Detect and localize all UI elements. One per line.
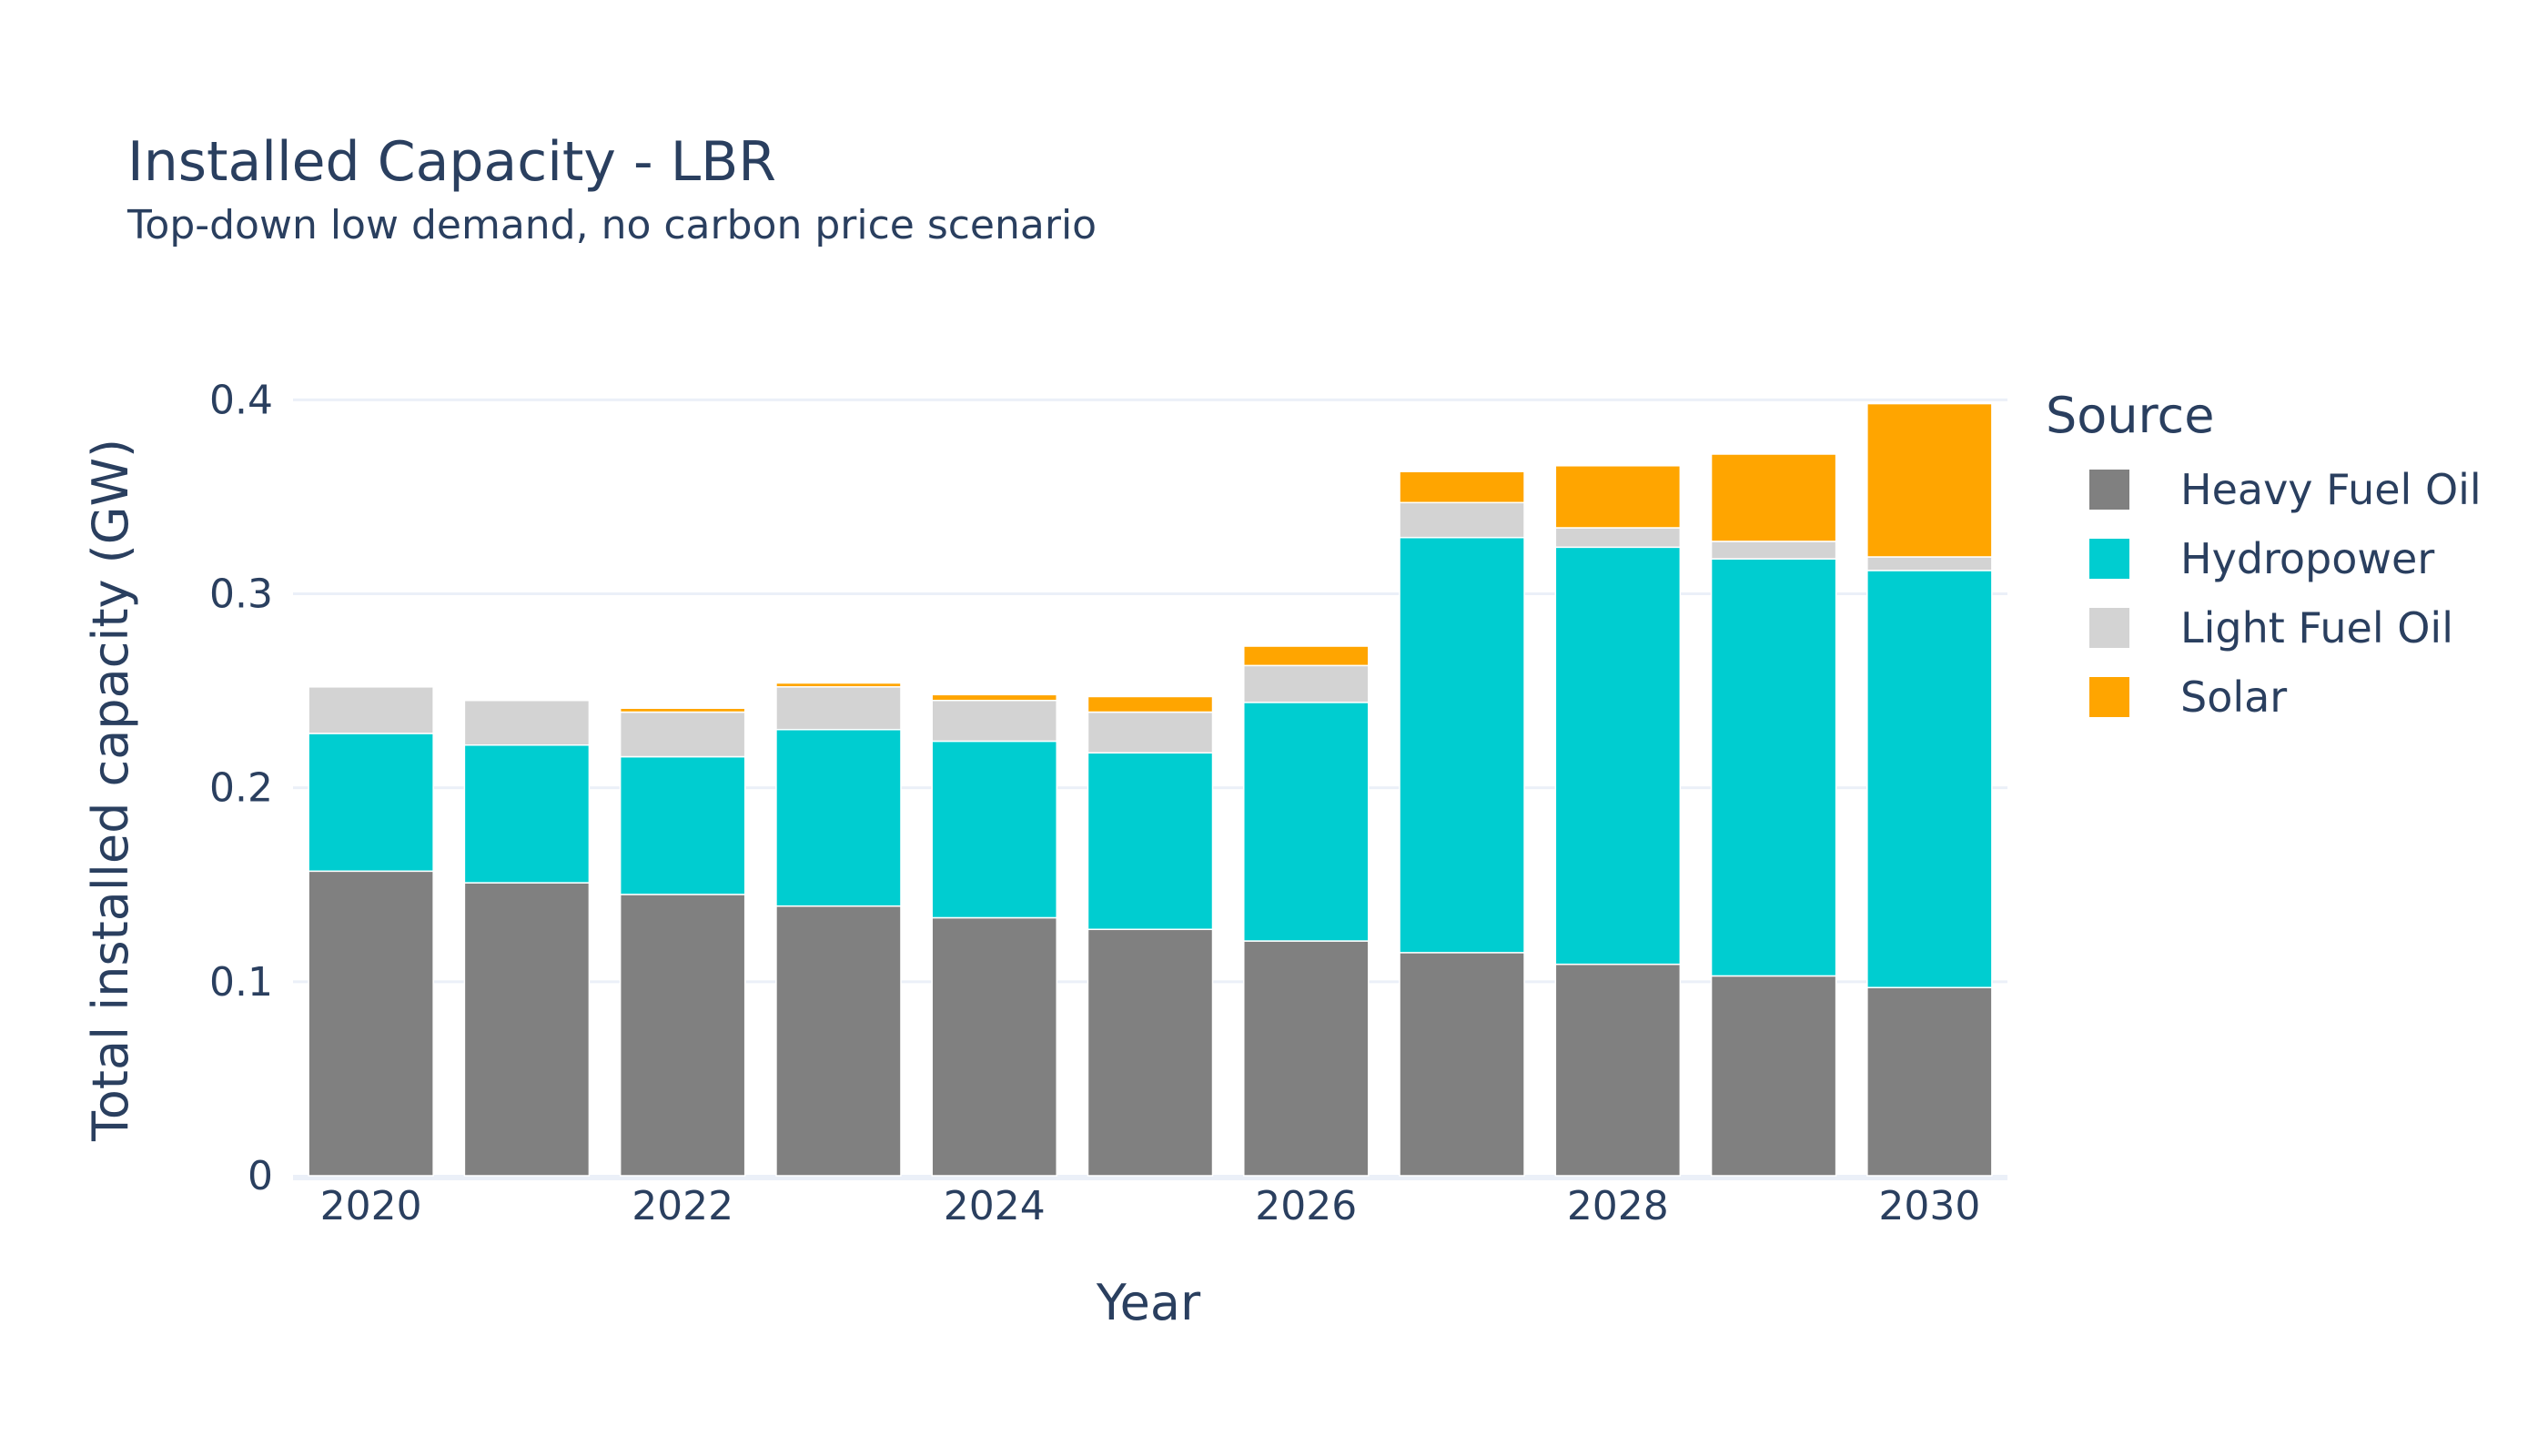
bar-segment-heavy-fuel-oil-2022: [619, 894, 746, 1177]
legend-swatch: [2089, 470, 2129, 510]
y-axis-ticks: 0 0.1 0.2 0.3 0.4: [209, 377, 273, 1199]
bar-segment-solar-2024: [931, 693, 1057, 702]
bar-segment-heavy-fuel-oil-2024: [931, 916, 1057, 1177]
bar-segment-heavy-fuel-oil-2020: [308, 870, 434, 1177]
bar-segment-solar-2025: [1087, 695, 1214, 713]
bar-segment-light-fuel-oil-2030: [1866, 556, 1993, 571]
chart-subtitle: Top-down low demand, no carbon price sce…: [126, 202, 1097, 248]
y-tick-label: 0.4: [209, 377, 273, 423]
bar-segment-light-fuel-oil-2026: [1243, 664, 1370, 703]
bar-segment-light-fuel-oil-2021: [463, 699, 591, 746]
y-tick-label: 0.1: [209, 959, 273, 1006]
bar-segment-light-fuel-oil-2029: [1710, 541, 1837, 560]
y-tick-label: 0.2: [209, 765, 273, 812]
bar-segment-solar-2027: [1399, 470, 1525, 504]
bar-segment-hydropower-2023: [775, 728, 902, 907]
x-tick-label: 2024: [944, 1183, 1046, 1229]
bar-segment-heavy-fuel-oil-2025: [1087, 928, 1214, 1177]
legend-title: Source: [2046, 387, 2214, 444]
bar-segment-hydropower-2030: [1866, 570, 1993, 988]
legend-swatch: [2089, 539, 2129, 579]
x-tick-label: 2022: [632, 1183, 733, 1229]
bar-segment-heavy-fuel-oil-2030: [1866, 986, 1993, 1177]
y-tick-label: 0: [248, 1153, 273, 1199]
legend: Source Heavy Fuel Oil Hydropower Light Fue…: [2046, 387, 2482, 722]
bar-segment-heavy-fuel-oil-2028: [1554, 963, 1682, 1177]
bar-segment-heavy-fuel-oil-2029: [1710, 975, 1837, 1177]
bar-segment-solar-2026: [1243, 645, 1370, 667]
bar-segment-heavy-fuel-oil-2027: [1399, 952, 1525, 1177]
bar-segment-light-fuel-oil-2024: [931, 699, 1057, 743]
y-tick-label: 0.3: [209, 571, 273, 617]
bar-segment-hydropower-2021: [463, 744, 591, 884]
bar-segment-hydropower-2020: [308, 733, 434, 873]
bar-segment-hydropower-2025: [1087, 752, 1214, 931]
bar-segment-solar-2022: [619, 707, 746, 713]
bars: [308, 402, 1993, 1177]
x-tick-label: 2020: [320, 1183, 422, 1229]
x-axis-ticks: 2020 2022 2024 2026 2028 2030: [320, 1183, 1981, 1229]
legend-label: Heavy Fuel Oil: [2180, 465, 2482, 514]
legend-label: Solar: [2180, 672, 2287, 722]
legend-swatch: [2089, 608, 2129, 648]
bar-segment-heavy-fuel-oil-2023: [775, 905, 902, 1177]
bar-segment-solar-2023: [775, 682, 902, 688]
bar-segment-solar-2030: [1866, 402, 1993, 558]
bar-segment-heavy-fuel-oil-2021: [463, 882, 591, 1177]
legend-swatch: [2089, 677, 2129, 717]
bar-segment-hydropower-2029: [1710, 558, 1837, 977]
bar-segment-hydropower-2024: [931, 740, 1057, 919]
bar-segment-solar-2029: [1710, 453, 1837, 542]
bar-segment-hydropower-2026: [1243, 702, 1370, 942]
bar-segment-hydropower-2027: [1399, 536, 1525, 954]
bar-segment-light-fuel-oil-2028: [1554, 527, 1682, 549]
legend-label: Light Fuel Oil: [2180, 603, 2453, 652]
x-tick-label: 2026: [1255, 1183, 1357, 1229]
x-axis-title: Year: [1096, 1274, 1201, 1331]
bar-segment-hydropower-2022: [619, 755, 746, 895]
x-tick-label: 2028: [1567, 1183, 1669, 1229]
bar-segment-heavy-fuel-oil-2026: [1243, 940, 1370, 1177]
chart-title: Installed Capacity - LBR: [127, 130, 776, 194]
bar-segment-light-fuel-oil-2025: [1087, 711, 1214, 754]
y-axis-title: Total installed capacity (GW): [82, 439, 139, 1142]
legend-label: Hydropower: [2180, 534, 2434, 583]
bar-segment-light-fuel-oil-2020: [308, 686, 434, 734]
bar-segment-light-fuel-oil-2027: [1399, 501, 1525, 539]
bar-segment-light-fuel-oil-2023: [775, 686, 902, 731]
bar-segment-solar-2028: [1554, 465, 1682, 529]
x-tick-label: 2030: [1878, 1183, 1980, 1229]
bar-segment-light-fuel-oil-2022: [619, 711, 746, 758]
bar-segment-hydropower-2028: [1554, 546, 1682, 966]
